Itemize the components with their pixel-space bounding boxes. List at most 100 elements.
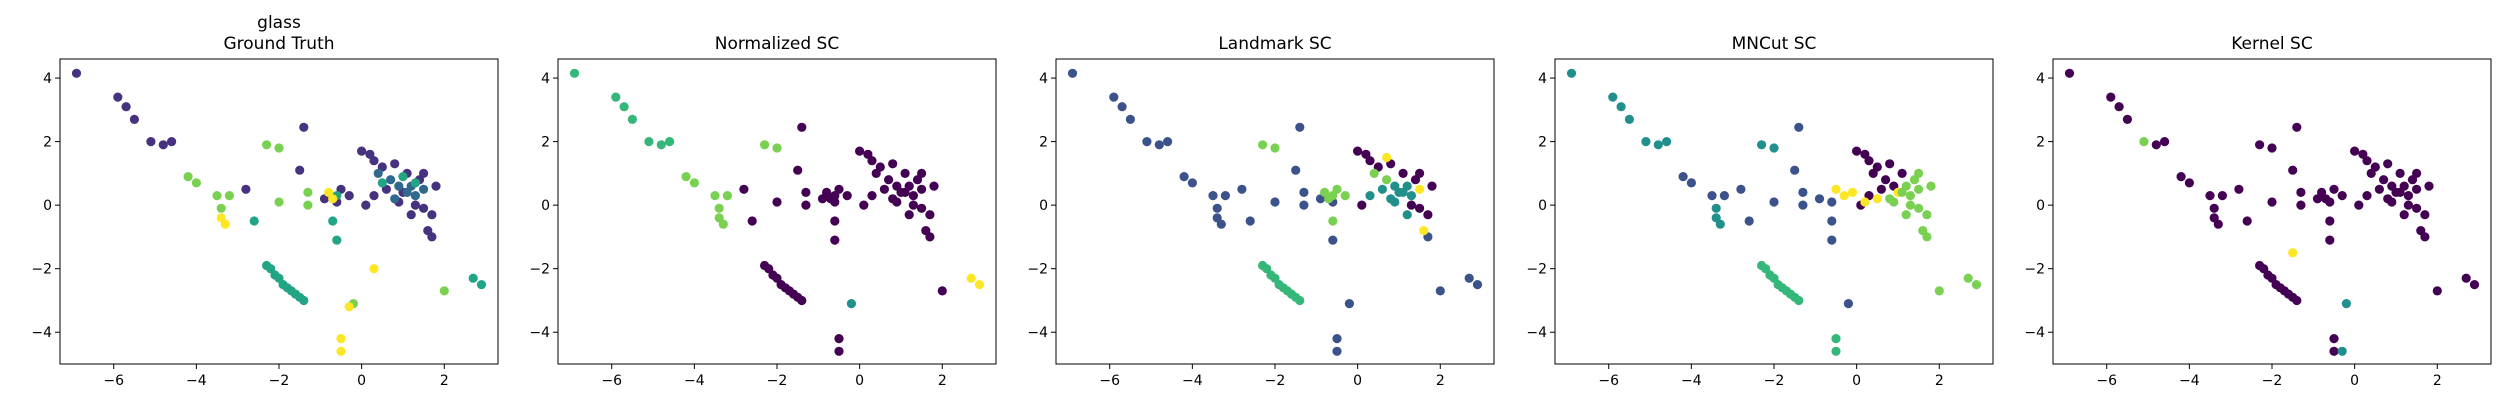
data-point: [1365, 156, 1375, 166]
data-point: [900, 168, 910, 178]
data-point: [1270, 143, 1280, 153]
data-point: [2461, 273, 2471, 283]
data-point: [2213, 219, 2223, 229]
data-point: [867, 156, 877, 166]
data-point: [1270, 197, 1280, 207]
data-point: [1914, 184, 1924, 194]
data-point: [406, 210, 416, 220]
data-point: [1934, 286, 1944, 296]
y-tick-label: 4: [2036, 71, 2045, 87]
y-tick-label: 0: [541, 198, 550, 214]
data-point: [410, 200, 420, 210]
data-point: [1707, 191, 1717, 201]
data-point: [1328, 191, 1338, 201]
data-point: [2350, 146, 2360, 156]
data-point: [2337, 191, 2347, 201]
data-point: [224, 191, 234, 201]
x-tick-label: −2: [767, 373, 788, 389]
data-point: [299, 122, 309, 132]
data-point: [476, 280, 487, 290]
y-tick-label: −2: [529, 262, 550, 278]
y-tick-label: −2: [1027, 262, 1048, 278]
data-point: [917, 203, 927, 213]
data-point: [1843, 299, 1853, 309]
data-point: [1885, 194, 1895, 204]
data-point: [1897, 168, 1907, 178]
data-point: [1963, 273, 1973, 283]
data-point: [2292, 295, 2302, 306]
data-point: [1641, 137, 1651, 147]
y-tick-label: 0: [1538, 198, 1547, 214]
data-point: [1328, 216, 1338, 226]
data-point: [925, 210, 935, 220]
data-point: [1757, 140, 1767, 150]
y-tick-label: 0: [2036, 198, 2045, 214]
data-point: [1332, 346, 1342, 356]
data-point: [2064, 68, 2075, 78]
data-point: [1608, 92, 1618, 102]
data-point: [834, 334, 844, 344]
data-point: [2387, 181, 2397, 191]
data-point: [1769, 197, 1779, 207]
data-point: [336, 346, 346, 356]
data-point: [1299, 187, 1309, 197]
data-point: [929, 181, 939, 191]
data-point: [1163, 137, 1173, 147]
data-point: [2341, 299, 2351, 309]
data-point: [146, 137, 156, 147]
y-tick-label: 4: [541, 71, 550, 87]
data-point: [2424, 181, 2434, 191]
data-point: [344, 191, 354, 201]
data-point: [1624, 114, 1634, 124]
y-tick-label: 4: [1538, 71, 1547, 87]
data-point: [855, 146, 865, 156]
data-point: [1435, 286, 1445, 296]
data-point: [834, 346, 844, 356]
y-tick-label: −4: [31, 325, 52, 341]
data-point: [665, 137, 675, 147]
data-point: [908, 191, 919, 201]
data-point: [2374, 184, 2384, 194]
data-point: [1419, 226, 1429, 236]
data-point: [2139, 137, 2149, 147]
data-point: [925, 232, 935, 242]
data-point: [369, 264, 379, 274]
data-point: [937, 286, 947, 296]
data-point: [888, 159, 898, 169]
data-point: [859, 200, 869, 210]
data-point: [797, 122, 807, 132]
data-point: [1406, 200, 1416, 210]
data-point: [644, 137, 654, 147]
data-point: [1258, 140, 1268, 150]
data-point: [797, 295, 807, 306]
data-point: [2420, 232, 2430, 242]
chart-title: Kernel SC: [2231, 34, 2312, 54]
data-point: [468, 273, 478, 283]
data-point: [431, 181, 441, 191]
data-point: [1415, 168, 1425, 178]
data-point: [1744, 216, 1754, 226]
data-point: [1897, 187, 1907, 197]
data-point: [2205, 191, 2215, 201]
data-point: [2379, 175, 2389, 185]
data-point: [772, 143, 782, 153]
data-point: [1212, 203, 1222, 213]
data-point: [121, 102, 131, 112]
data-point: [1769, 143, 1779, 153]
x-tick-label: 2: [1935, 373, 1944, 389]
x-tick-label: 2: [938, 373, 947, 389]
y-tick-label: −4: [529, 325, 550, 341]
data-point: [1711, 203, 1721, 213]
data-point: [1653, 140, 1663, 150]
y-tick-label: −4: [2024, 325, 2045, 341]
data-point: [1831, 184, 1841, 194]
data-point: [627, 114, 638, 124]
data-point: [747, 216, 757, 226]
data-point: [1616, 102, 1626, 112]
data-point: [2420, 210, 2430, 220]
data-point: [1377, 184, 1387, 194]
y-tick-label: −2: [2024, 262, 2045, 278]
data-point: [2362, 156, 2372, 166]
data-point: [2176, 172, 2186, 182]
